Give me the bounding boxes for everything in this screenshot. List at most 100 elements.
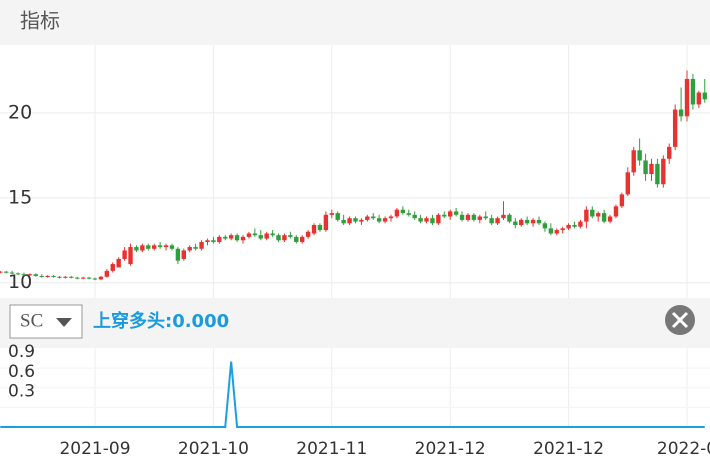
- candle-body: [211, 240, 216, 242]
- candle-body: [483, 216, 488, 219]
- candle-body: [684, 78, 690, 117]
- candle-body: [92, 278, 98, 280]
- candle-body: [51, 275, 56, 277]
- candle-body: [39, 275, 44, 277]
- candle-body: [240, 236, 246, 241]
- candle-body: [69, 276, 74, 278]
- candle-body: [353, 218, 358, 222]
- candle-body: [625, 172, 630, 195]
- candle-body: [661, 158, 666, 185]
- candle-body: [619, 194, 625, 207]
- candle-body: [110, 264, 115, 271]
- candle-body: [530, 219, 536, 224]
- candle-body: [376, 218, 382, 222]
- candle-body: [542, 223, 548, 229]
- candle-body: [223, 236, 228, 239]
- candle-body: [217, 236, 222, 242]
- candle-body: [270, 233, 275, 236]
- candle-body: [33, 274, 38, 276]
- candle-body: [27, 274, 33, 276]
- candle-body: [631, 150, 636, 173]
- candle-body: [157, 245, 163, 248]
- candle-body: [554, 230, 559, 234]
- candle-body: [365, 216, 370, 220]
- close-icon: [671, 311, 689, 329]
- candle-body: [406, 213, 411, 215]
- candle-body: [613, 206, 619, 217]
- candle-body: [560, 228, 565, 231]
- candle-body: [359, 219, 364, 222]
- candle-body: [193, 247, 198, 249]
- y-tick-label: 0.6: [8, 362, 35, 382]
- candle-body: [678, 109, 684, 117]
- candle-body: [477, 216, 482, 220]
- candle-body: [45, 275, 50, 277]
- candle-body: [181, 250, 186, 259]
- candle-body: [146, 245, 151, 249]
- candle-body: [9, 272, 15, 274]
- candle-body: [329, 213, 334, 215]
- candle-body: [442, 214, 447, 217]
- candle-body: [57, 276, 62, 278]
- candle-body: [134, 247, 139, 251]
- candle-body: [234, 235, 240, 241]
- candle-body: [15, 273, 21, 275]
- candle-body: [104, 270, 110, 277]
- indicator-line: [0, 361, 705, 428]
- candle-body: [495, 218, 500, 224]
- candle-body: [163, 245, 169, 248]
- candle-body: [323, 214, 329, 231]
- y-tick-label: 0.3: [8, 381, 35, 401]
- candle-body: [282, 235, 287, 241]
- candle-body: [655, 163, 660, 185]
- candle-body: [412, 214, 417, 219]
- candle-body: [175, 248, 181, 261]
- candle-body: [80, 277, 86, 279]
- candle-body: [536, 219, 542, 224]
- candle-body: [513, 221, 518, 225]
- candle-body: [667, 146, 672, 159]
- candle-body: [590, 209, 595, 217]
- candle-body: [288, 235, 293, 237]
- candle-body: [205, 240, 210, 242]
- candle-body: [4, 271, 9, 273]
- candle-body: [489, 218, 494, 224]
- candle-body: [424, 218, 429, 222]
- dropdown-arrow: [56, 318, 72, 327]
- candle-body: [418, 218, 423, 222]
- candle-body: [187, 247, 192, 251]
- candle-body: [382, 218, 388, 222]
- candle-body: [335, 213, 340, 220]
- candle-body: [75, 277, 80, 279]
- header-title: 指标: [20, 9, 60, 33]
- candle-body: [252, 233, 258, 236]
- indicator-dropdown[interactable]: [9, 304, 83, 339]
- candle-body: [548, 228, 554, 234]
- candle-body: [86, 277, 92, 279]
- candle-body: [649, 163, 654, 175]
- candle-body: [471, 214, 477, 220]
- candle-body: [228, 235, 234, 239]
- candle-body: [394, 209, 400, 217]
- candle-body: [465, 214, 471, 220]
- candle-body: [643, 160, 648, 175]
- candle-body: [430, 218, 435, 224]
- candle-body: [317, 224, 323, 231]
- candle-body: [128, 247, 133, 265]
- candle-body: [448, 211, 453, 217]
- candle-body: [578, 221, 583, 227]
- candle-body: [311, 224, 317, 234]
- candle-body: [672, 109, 678, 147]
- candle-body: [696, 92, 702, 105]
- candle-body: [0, 271, 3, 273]
- main-panel: [0, 45, 710, 298]
- candle-body: [453, 211, 459, 215]
- y-tick-label: 0.9: [8, 342, 35, 362]
- candle-body: [702, 92, 707, 100]
- candle-body: [199, 241, 204, 249]
- candle-body: [305, 231, 311, 237]
- candle-body: [152, 245, 157, 249]
- candle-body: [524, 219, 530, 224]
